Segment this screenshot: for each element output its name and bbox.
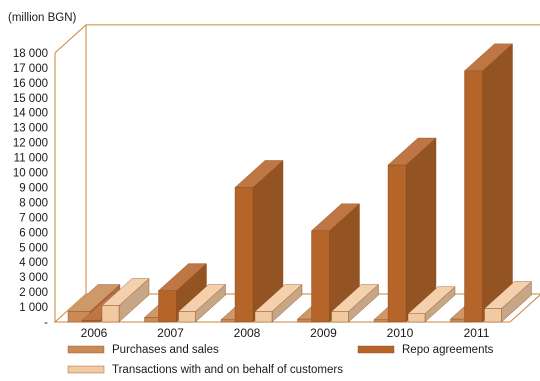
x-tick-label: 2008	[234, 326, 261, 340]
bar-top	[101, 278, 150, 306]
bar-top	[254, 284, 303, 312]
y-axis: - 1 000 2 000 3 000 4 000 5 000 6 000 7 000 8 00…	[13, 48, 48, 329]
bar-top	[483, 281, 533, 309]
unit-label: (million BGN)	[8, 12, 77, 24]
y-tick-label: 10 000	[13, 168, 48, 180]
y-tick-label: 18 000	[13, 48, 48, 60]
bar-top	[234, 160, 284, 188]
bar-top	[407, 286, 456, 314]
legend: Purchases and sales Repo agreements Transa…	[67, 344, 494, 376]
x-tick-label: 2010	[387, 326, 414, 340]
bar-repo-agreements-2011	[463, 43, 514, 323]
bar-front	[484, 308, 502, 323]
bar-repo-agreements-2008	[234, 160, 284, 323]
bar-top	[330, 284, 380, 312]
left-wall-top	[54, 24, 87, 54]
bar-top	[177, 284, 227, 312]
y-tick-label: -	[44, 317, 48, 329]
bar-top	[157, 263, 208, 291]
bar-front	[331, 311, 349, 323]
bar-top	[67, 284, 121, 312]
bar-front	[387, 164, 407, 323]
bar-transactions-with-and-on-behalf-of-customers-2011	[483, 281, 533, 323]
y-tick-label: 6 000	[19, 227, 48, 239]
bar-front	[81, 320, 101, 323]
floor	[53, 293, 540, 323]
y-tick-label: 8 000	[19, 197, 48, 209]
y-tick-label: 14 000	[13, 108, 48, 120]
y-tick-label: 13 000	[13, 123, 48, 135]
y-tick-label: 15 000	[13, 93, 48, 105]
y-tick-label: 3 000	[19, 272, 48, 284]
bar-front	[407, 313, 426, 323]
y-tick-label: 2 000	[19, 287, 48, 299]
bar-top	[310, 203, 361, 232]
legend-label: Purchases and sales	[112, 344, 219, 356]
bar-transactions-with-and-on-behalf-of-customers-2010	[407, 286, 456, 323]
bars	[67, 43, 533, 323]
bar-front	[311, 230, 330, 323]
bar-front	[464, 70, 483, 323]
bar-transactions-with-and-on-behalf-of-customers-2007	[177, 284, 227, 323]
y-tick-label: 9 000	[19, 182, 48, 194]
legend-swatch	[357, 345, 395, 354]
bar-front	[101, 305, 120, 323]
bar-side	[482, 43, 513, 323]
x-tick-label: 2007	[157, 326, 184, 340]
bar-front	[178, 311, 196, 323]
x-tick-label: 2009	[310, 326, 337, 340]
bar-front	[158, 290, 177, 323]
y-tick-label: 1 000	[19, 302, 48, 314]
bar-transactions-with-and-on-behalf-of-customers-2006	[101, 278, 150, 323]
chart-frame	[53, 24, 540, 323]
bar-front	[254, 311, 273, 323]
y-tick-label: 7 000	[19, 212, 48, 224]
y-tick-label: 12 000	[13, 138, 48, 150]
bar-top	[387, 137, 437, 166]
bar-repo-agreements-2009	[310, 203, 361, 323]
y-tick-label: 16 000	[13, 78, 48, 90]
bar-repo-agreements-2010	[387, 137, 437, 323]
bar-top	[463, 43, 514, 72]
bar-transactions-with-and-on-behalf-of-customers-2009	[330, 284, 380, 323]
x-tick-label: 2011	[464, 326, 490, 340]
y-tick-label: 4 000	[19, 257, 48, 269]
legend-swatch	[67, 345, 105, 354]
legend-label: Repo agreements	[402, 344, 494, 356]
legend-swatch	[67, 365, 105, 374]
y-tick-label: 5 000	[19, 242, 48, 254]
x-axis: 2006 2007 2008 2009 2010 2011	[81, 326, 490, 340]
x-tick-label: 2006	[81, 326, 108, 340]
bar-transactions-with-and-on-behalf-of-customers-2008	[254, 284, 303, 323]
legend-label: Transactions with and on behalf of custo…	[112, 364, 343, 376]
y-tick-label: 11 000	[14, 153, 48, 165]
bar-front	[234, 187, 254, 323]
y-tick-label: 17 000	[13, 63, 48, 75]
